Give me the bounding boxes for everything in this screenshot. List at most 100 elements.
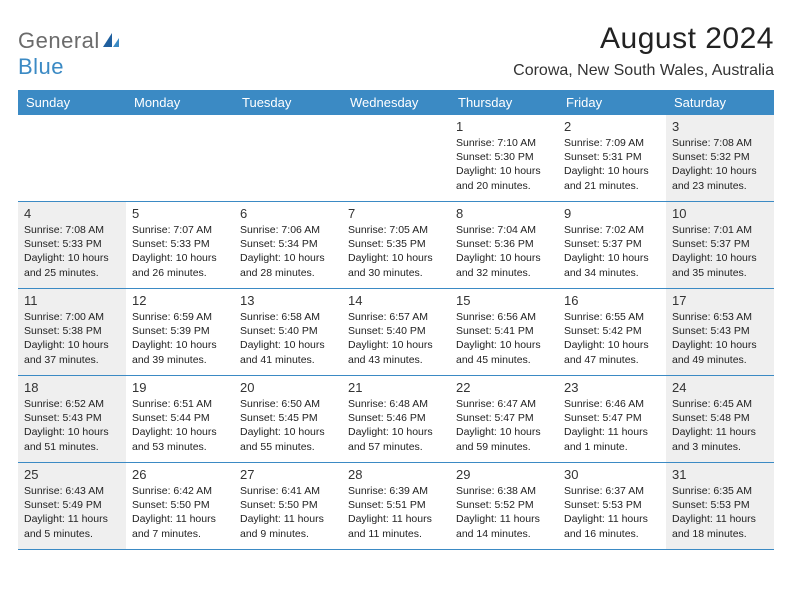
day-cell: 29 Sunrise: 6:38 AMSunset: 5:52 PMDayligh… [450, 463, 558, 549]
day-cell: 17 Sunrise: 6:53 AMSunset: 5:43 PMDayligh… [666, 289, 774, 375]
day-number: 27 [240, 467, 336, 482]
day-cell: 3Sunrise: 7:08 AMSunset: 5:32 PMDaylight… [666, 115, 774, 201]
day-cell: 8 Sunrise: 7:04 AMSunset: 5:36 PMDaylight… [450, 202, 558, 288]
day-number: 15 [456, 293, 552, 308]
week-row: 11 Sunrise: 7:00 AMSunset: 5:38 PMDayligh… [18, 289, 774, 376]
day-info: Sunrise: 6:46 AMSunset: 5:47 PMDaylight:… [564, 397, 660, 454]
day-header-cell: Thursday [450, 90, 558, 115]
day-cell: 10 Sunrise: 7:01 AMSunset: 5:37 PMDayligh… [666, 202, 774, 288]
day-number: 16 [564, 293, 660, 308]
day-header-cell: Monday [126, 90, 234, 115]
day-info: Sunrise: 6:43 AMSunset: 5:49 PMDaylight:… [24, 484, 120, 541]
day-number: 14 [348, 293, 444, 308]
day-number: 17 [672, 293, 768, 308]
day-info: Sunrise: 6:38 AMSunset: 5:52 PMDaylight:… [456, 484, 552, 541]
day-cell: 14 Sunrise: 6:57 AMSunset: 5:40 PMDayligh… [342, 289, 450, 375]
day-number: 31 [672, 467, 768, 482]
day-number: 6 [240, 206, 336, 221]
day-cell: 1 Sunrise: 7:10 AMSunset: 5:30 PMDaylight… [450, 115, 558, 201]
logo-text-2: Blue [18, 54, 64, 79]
day-cell: 27 Sunrise: 6:41 AMSunset: 5:50 PMDayligh… [234, 463, 342, 549]
day-number: 21 [348, 380, 444, 395]
day-cell: 2Sunrise: 7:09 AMSunset: 5:31 PMDaylight… [558, 115, 666, 201]
day-header-cell: Wednesday [342, 90, 450, 115]
day-number: 29 [456, 467, 552, 482]
day-info: Sunrise: 7:01 AMSunset: 5:37 PMDaylight:… [672, 223, 768, 280]
day-cell: 11 Sunrise: 7:00 AMSunset: 5:38 PMDayligh… [18, 289, 126, 375]
location: Corowa, New South Wales, Australia [513, 62, 774, 80]
day-info: Sunrise: 7:00 AMSunset: 5:38 PMDaylight:… [24, 310, 120, 367]
day-info: Sunrise: 7:04 AMSunset: 5:36 PMDaylight:… [456, 223, 552, 280]
day-cell: 24Sunrise: 6:45 AMSunset: 5:48 PMDayligh… [666, 376, 774, 462]
day-info: Sunrise: 7:10 AMSunset: 5:30 PMDaylight:… [456, 136, 552, 193]
day-number: 8 [456, 206, 552, 221]
day-number: 12 [132, 293, 228, 308]
day-info: Sunrise: 7:06 AMSunset: 5:34 PMDaylight:… [240, 223, 336, 280]
day-number: 2 [564, 119, 660, 134]
logo-text-1: General [18, 28, 100, 53]
day-cell: 31 Sunrise: 6:35 AMSunset: 5:53 PMDayligh… [666, 463, 774, 549]
header: General Blue August 2024 Corowa, New Sou… [18, 22, 774, 80]
day-info: Sunrise: 6:51 AMSunset: 5:44 PMDaylight:… [132, 397, 228, 454]
day-number: 10 [672, 206, 768, 221]
day-number: 9 [564, 206, 660, 221]
day-info: Sunrise: 6:41 AMSunset: 5:50 PMDaylight:… [240, 484, 336, 541]
day-number: 23 [564, 380, 660, 395]
day-cell: 13 Sunrise: 6:58 AMSunset: 5:40 PMDayligh… [234, 289, 342, 375]
day-info: Sunrise: 6:39 AMSunset: 5:51 PMDaylight:… [348, 484, 444, 541]
week-row: 25 Sunrise: 6:43 AMSunset: 5:49 PMDayligh… [18, 463, 774, 550]
day-info: Sunrise: 6:48 AMSunset: 5:46 PMDaylight:… [348, 397, 444, 454]
day-number: 18 [24, 380, 120, 395]
week-row: 18 Sunrise: 6:52 AMSunset: 5:43 PMDayligh… [18, 376, 774, 463]
day-cell [126, 115, 234, 201]
calendar-page: General Blue August 2024 Corowa, New Sou… [0, 0, 792, 568]
logo-text: General Blue [18, 28, 120, 80]
day-number: 11 [24, 293, 120, 308]
day-info: Sunrise: 6:52 AMSunset: 5:43 PMDaylight:… [24, 397, 120, 454]
day-cell: 21 Sunrise: 6:48 AMSunset: 5:46 PMDayligh… [342, 376, 450, 462]
day-info: Sunrise: 6:58 AMSunset: 5:40 PMDaylight:… [240, 310, 336, 367]
day-cell: 5Sunrise: 7:07 AMSunset: 5:33 PMDaylight… [126, 202, 234, 288]
day-number: 28 [348, 467, 444, 482]
day-header-cell: Saturday [666, 90, 774, 115]
day-info: Sunrise: 6:57 AMSunset: 5:40 PMDaylight:… [348, 310, 444, 367]
day-info: Sunrise: 7:07 AMSunset: 5:33 PMDaylight:… [132, 223, 228, 280]
day-cell: 6 Sunrise: 7:06 AMSunset: 5:34 PMDaylight… [234, 202, 342, 288]
day-cell: 30 Sunrise: 6:37 AMSunset: 5:53 PMDayligh… [558, 463, 666, 549]
logo-sail-icon [102, 32, 120, 53]
day-cell: 28 Sunrise: 6:39 AMSunset: 5:51 PMDayligh… [342, 463, 450, 549]
day-cell: 7Sunrise: 7:05 AMSunset: 5:35 PMDaylight… [342, 202, 450, 288]
day-number: 4 [24, 206, 120, 221]
title-block: August 2024 Corowa, New South Wales, Aus… [513, 22, 774, 80]
month-title: August 2024 [513, 22, 774, 56]
day-info: Sunrise: 6:55 AMSunset: 5:42 PMDaylight:… [564, 310, 660, 367]
day-number: 1 [456, 119, 552, 134]
day-number: 30 [564, 467, 660, 482]
day-header-cell: Sunday [18, 90, 126, 115]
day-cell: 23 Sunrise: 6:46 AMSunset: 5:47 PMDayligh… [558, 376, 666, 462]
day-number: 19 [132, 380, 228, 395]
day-cell: 25 Sunrise: 6:43 AMSunset: 5:49 PMDayligh… [18, 463, 126, 549]
day-cell: 16 Sunrise: 6:55 AMSunset: 5:42 PMDayligh… [558, 289, 666, 375]
day-number: 25 [24, 467, 120, 482]
day-cell: 15 Sunrise: 6:56 AMSunset: 5:41 PMDayligh… [450, 289, 558, 375]
day-number: 13 [240, 293, 336, 308]
day-cell [342, 115, 450, 201]
day-info: Sunrise: 6:47 AMSunset: 5:47 PMDaylight:… [456, 397, 552, 454]
weeks-container: 1 Sunrise: 7:10 AMSunset: 5:30 PMDaylight… [18, 115, 774, 550]
day-cell: 22 Sunrise: 6:47 AMSunset: 5:47 PMDayligh… [450, 376, 558, 462]
day-cell: 12 Sunrise: 6:59 AMSunset: 5:39 PMDayligh… [126, 289, 234, 375]
day-cell [18, 115, 126, 201]
day-info: Sunrise: 6:37 AMSunset: 5:53 PMDaylight:… [564, 484, 660, 541]
day-info: Sunrise: 6:59 AMSunset: 5:39 PMDaylight:… [132, 310, 228, 367]
day-cell: 4Sunrise: 7:08 AMSunset: 5:33 PMDaylight… [18, 202, 126, 288]
day-info: Sunrise: 6:35 AMSunset: 5:53 PMDaylight:… [672, 484, 768, 541]
day-info: Sunrise: 6:56 AMSunset: 5:41 PMDaylight:… [456, 310, 552, 367]
day-number: 22 [456, 380, 552, 395]
day-cell: 26Sunrise: 6:42 AMSunset: 5:50 PMDayligh… [126, 463, 234, 549]
logo: General Blue [18, 28, 120, 80]
day-cell: 9Sunrise: 7:02 AMSunset: 5:37 PMDaylight… [558, 202, 666, 288]
day-info: Sunrise: 6:53 AMSunset: 5:43 PMDaylight:… [672, 310, 768, 367]
day-header-cell: Friday [558, 90, 666, 115]
day-info: Sunrise: 7:05 AMSunset: 5:35 PMDaylight:… [348, 223, 444, 280]
